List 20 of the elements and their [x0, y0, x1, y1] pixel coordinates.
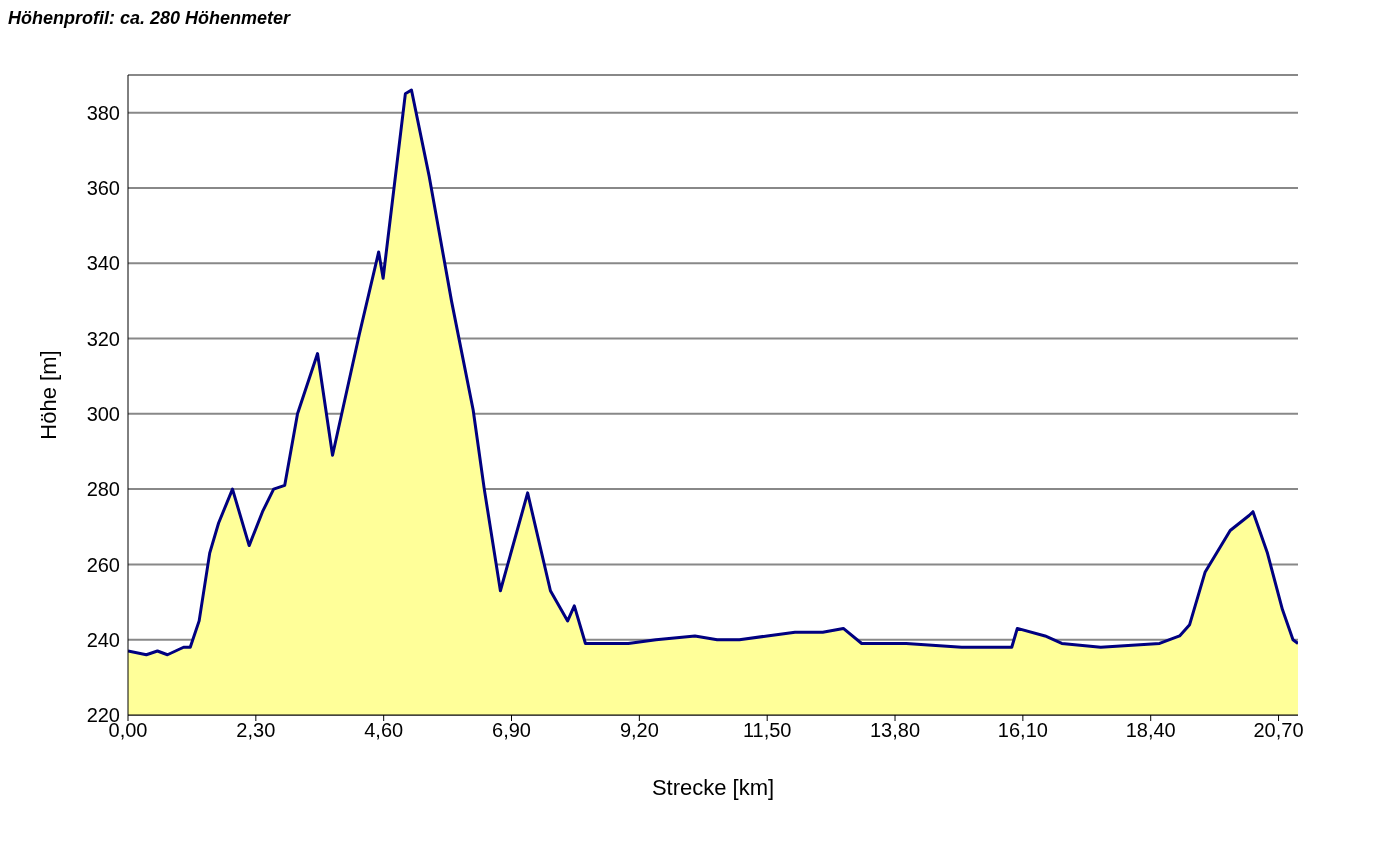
x-tick-label: 16,10	[997, 719, 1048, 742]
y-tick-label: 340	[86, 252, 120, 275]
x-tick-label: 6,90	[492, 719, 531, 742]
y-axis-title: Höhe [m]	[35, 350, 61, 440]
x-tick-label: 18,40	[1125, 719, 1176, 742]
y-tick-label: 360	[86, 177, 120, 200]
y-tick-label: 260	[86, 553, 120, 576]
chart-title: Höhenprofil: ca. 280 Höhenmeter	[8, 8, 292, 30]
x-tick-label: 13,80	[870, 719, 921, 742]
y-tick-label: 300	[86, 402, 120, 425]
x-axis-title: Strecke [km]	[651, 775, 775, 800]
y-tick-label: 320	[86, 327, 120, 350]
x-tick-label: 2,30	[236, 719, 276, 742]
x-tick-label: 9,20	[619, 719, 659, 742]
x-tick-label: 11,50	[742, 719, 792, 742]
y-tick-label: 240	[86, 628, 120, 651]
y-tick-label: 380	[86, 101, 120, 124]
x-tick-label: 4,60	[364, 719, 404, 742]
y-tick-label: 280	[86, 478, 120, 501]
x-tick-label: 20,70	[1253, 719, 1304, 742]
